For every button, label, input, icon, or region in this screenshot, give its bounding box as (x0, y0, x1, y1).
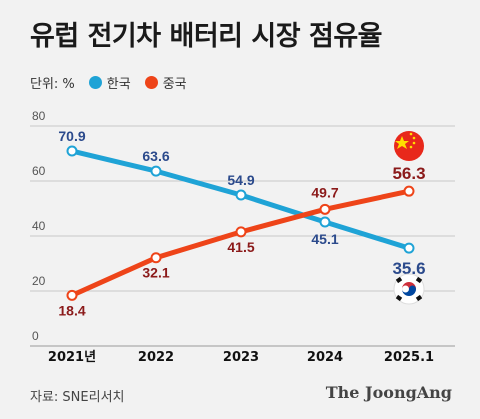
korea-flag-trigram (415, 276, 423, 284)
korea-flag-taegeuk-blue (402, 285, 416, 296)
chart-title: 유럽 전기차 배터리 시장 점유율 (30, 21, 383, 52)
y-tick-label: 0 (32, 329, 39, 343)
brand-logo: The JoongAng (325, 383, 452, 402)
korea-flag-trigram (395, 276, 403, 284)
legend-korea-swatch (88, 75, 102, 89)
source-note: 자료: SNE리서치 (30, 390, 125, 405)
data-point-china (66, 289, 78, 301)
data-point-china (319, 203, 331, 215)
china-flag-small-star (412, 136, 416, 140)
x-tick-label: 2022 (138, 350, 174, 365)
data-point-korea (319, 216, 331, 228)
legend: 단위: % 한국 중국 (30, 72, 187, 92)
legend-item-china: 중국 (144, 73, 187, 92)
data-point-china (403, 185, 415, 197)
y-tick-label: 80 (32, 109, 46, 123)
data-label-china: 18.4 (58, 302, 85, 318)
data-label-china: 32.1 (142, 265, 169, 281)
x-tick-label: 2025.1 (384, 350, 434, 365)
china-flag-small-star (409, 132, 413, 136)
data-label-china: 41.5 (227, 239, 254, 255)
x-tick-label: 2024 (307, 350, 343, 365)
y-tick-label: 40 (32, 219, 46, 233)
data-point-korea (150, 165, 162, 177)
legend-item-korea: 한국 (88, 73, 131, 92)
data-point-china (150, 252, 162, 264)
data-label-korea: 35.6 (392, 259, 425, 278)
x-tick-label: 2023 (223, 350, 259, 365)
data-label-korea: 45.1 (311, 231, 338, 247)
data-label-korea: 70.9 (58, 128, 85, 144)
legend-korea-label: 한국 (106, 76, 131, 92)
data-point-korea (235, 189, 247, 201)
data-point-korea (403, 242, 415, 254)
china-flag-small-star (409, 145, 413, 149)
korea-flag-trigram (415, 294, 423, 302)
data-label-korea: 54.9 (227, 172, 254, 188)
legend-china-swatch (144, 75, 158, 89)
data-point-china (235, 226, 247, 238)
unit-label: 단위: % (30, 76, 75, 92)
data-label-korea: 63.6 (142, 148, 169, 164)
data-point-korea (66, 145, 78, 157)
data-label-china: 49.7 (311, 184, 338, 200)
y-tick-label: 20 (32, 274, 46, 288)
data-label-china: 56.3 (392, 164, 425, 183)
legend-china-label: 중국 (162, 76, 187, 92)
y-tick-label: 60 (32, 164, 46, 178)
x-tick-label: 2021년 (48, 350, 96, 365)
korea-flag-trigram (395, 294, 403, 302)
china-flag-small-star (412, 141, 416, 145)
china-flag-star (395, 136, 409, 149)
